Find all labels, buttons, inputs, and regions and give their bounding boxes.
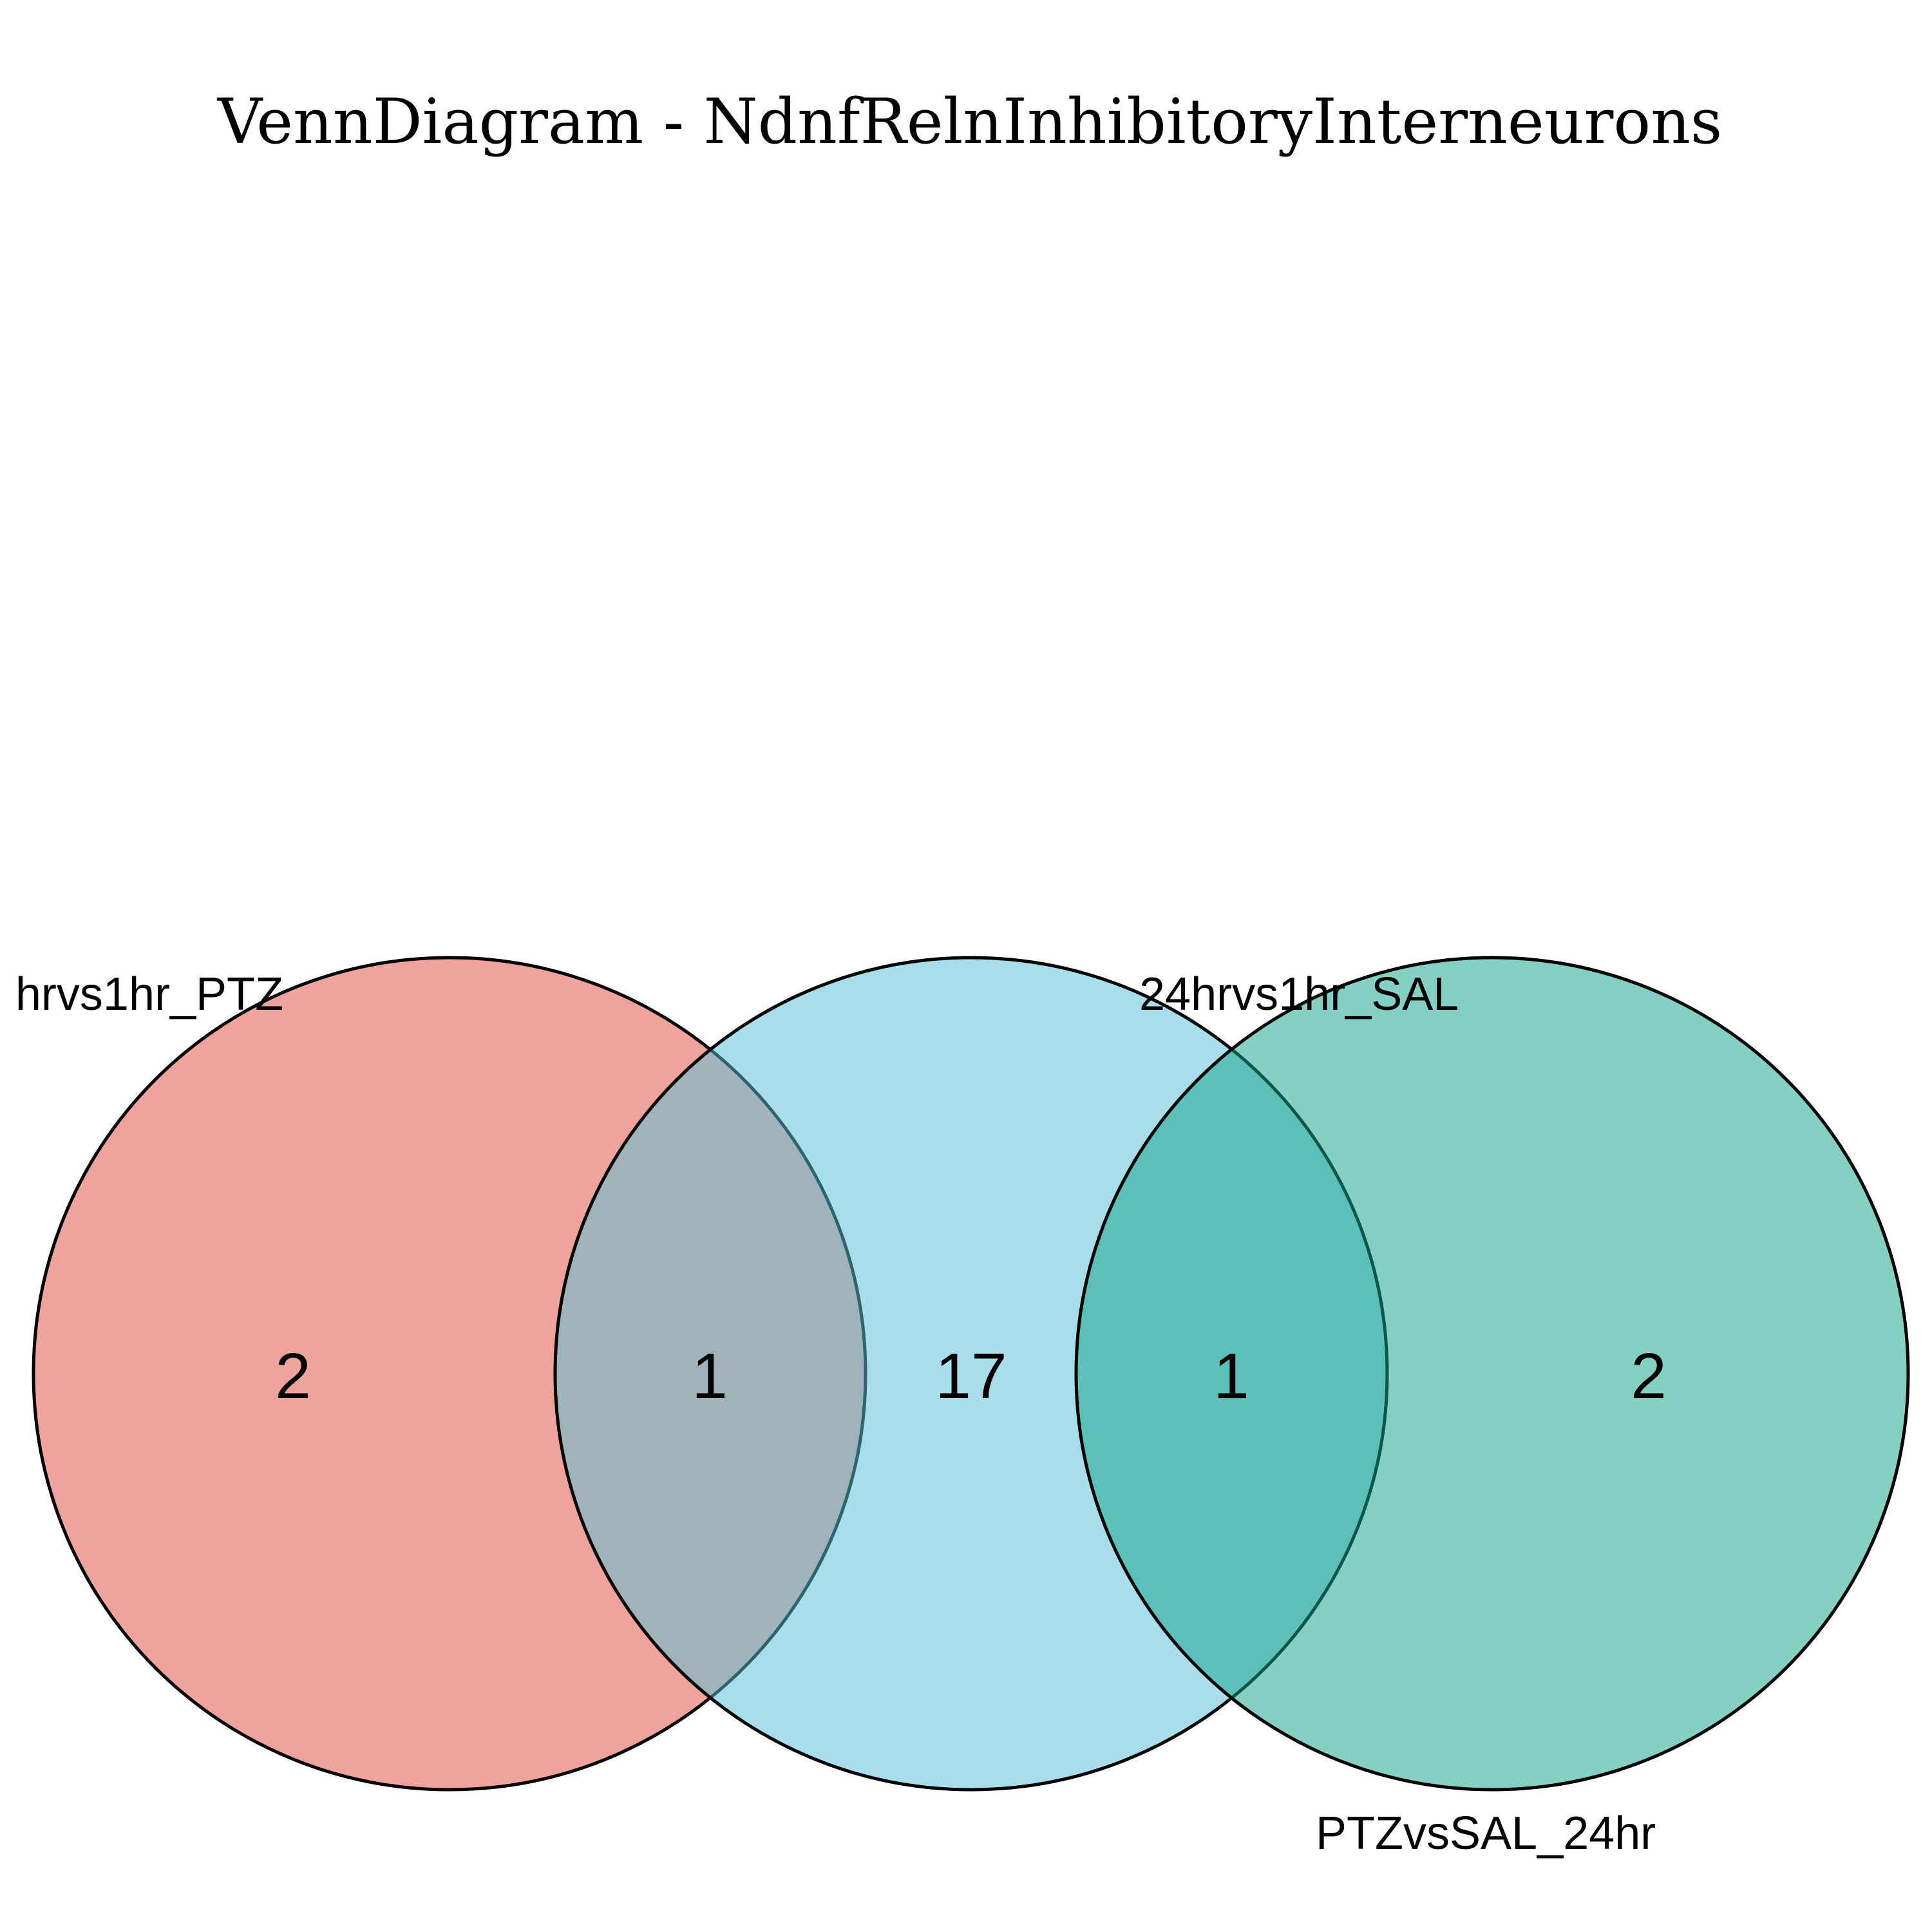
region-count-ptzvssal-only: 2 (1631, 1340, 1667, 1412)
set-label-sal: 24hrvs1hr_SAL (1139, 969, 1459, 1020)
diagram-title: VennDiagram - NdnfRelnInhibitoryInterneu… (217, 86, 1723, 158)
region-count-sal-only: 17 (935, 1340, 1007, 1412)
region-count-ptz-only: 2 (275, 1340, 311, 1412)
region-count-sal-ptzvssal: 1 (1213, 1340, 1249, 1412)
region-count-ptz-sal: 1 (692, 1340, 728, 1412)
set-label-ptz-vs-sal: PTZvsSAL_24hr (1316, 1808, 1656, 1859)
set-label-ptz: hrvs1hr_PTZ (15, 969, 283, 1020)
set-circle-ptz-vs-sal (1074, 956, 1910, 1792)
